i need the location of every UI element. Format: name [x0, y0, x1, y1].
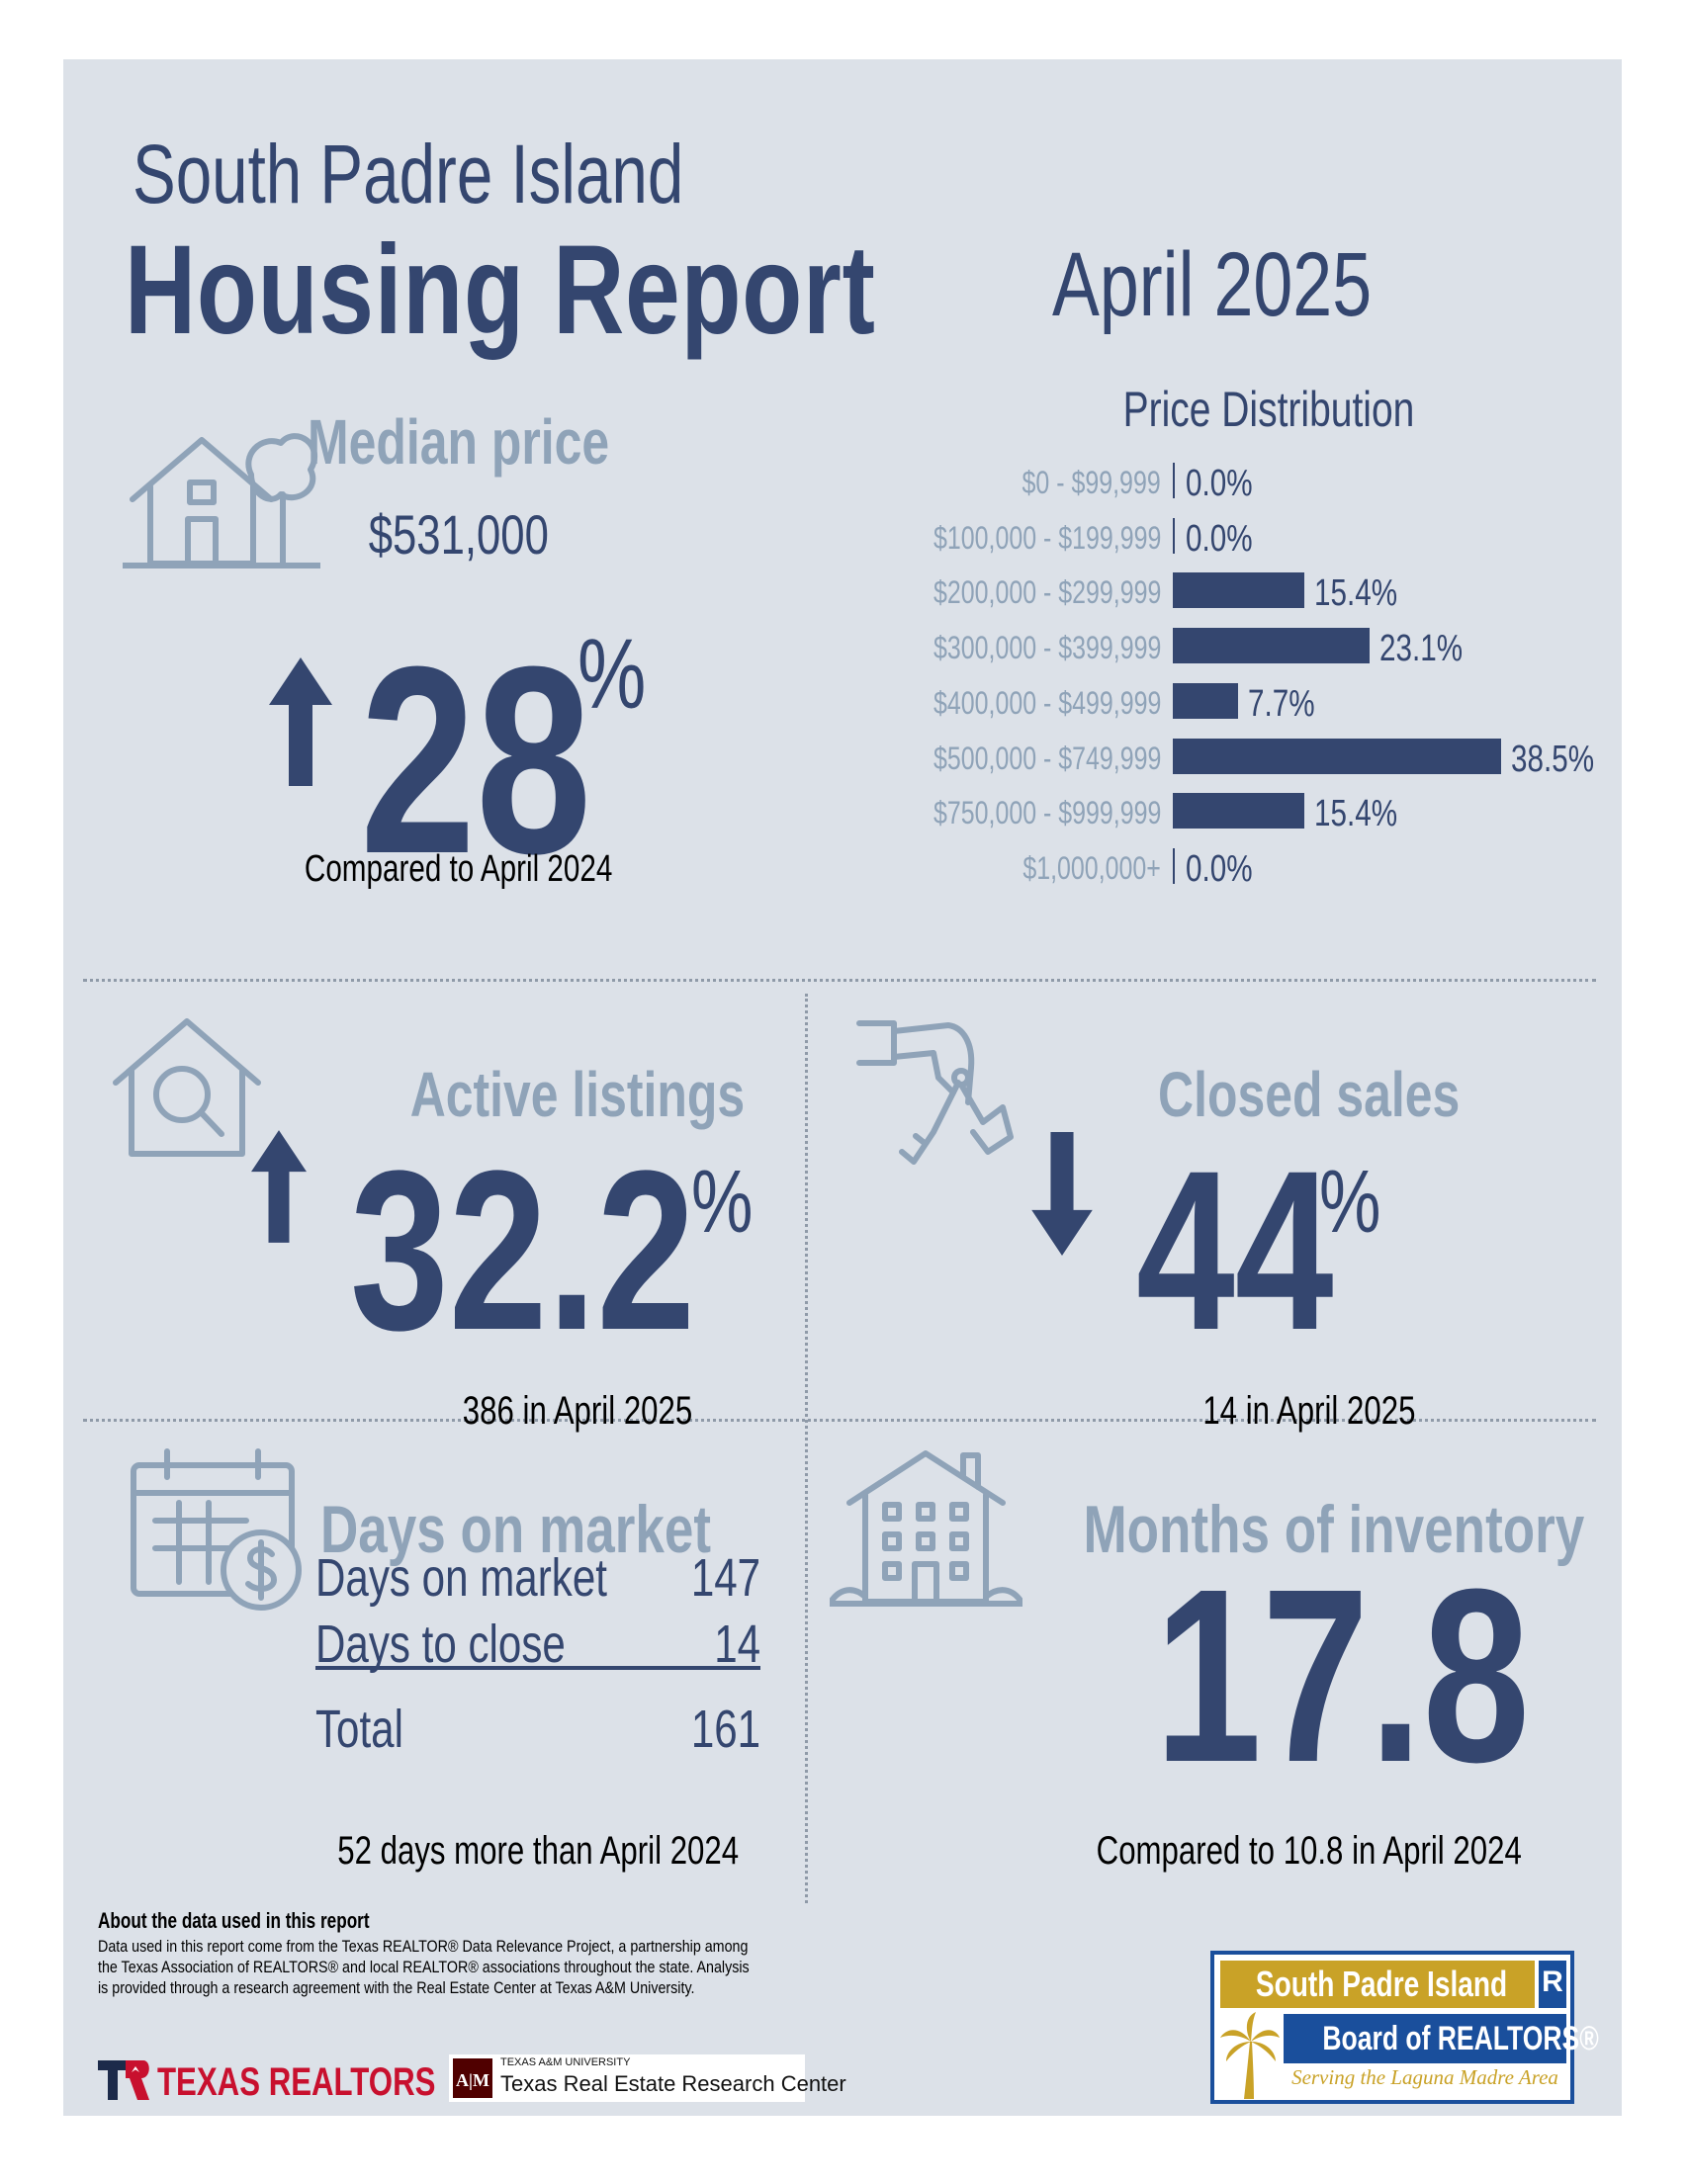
- divider-horizontal-top: [83, 979, 1596, 982]
- days-on-market-label: Days on market: [320, 1492, 712, 1567]
- price-distribution-value: 0.0%: [1186, 847, 1253, 890]
- tamu-mark-icon: A|M: [453, 2058, 492, 2098]
- price-range-label: $200,000 - $299,999: [933, 574, 1161, 611]
- months-inventory-label: Months of inventory: [1083, 1492, 1585, 1567]
- price-distribution-value: 15.4%: [1313, 572, 1397, 615]
- median-change-value: 28: [360, 612, 592, 910]
- closed-sales-detail: 14 in April 2025: [1202, 1389, 1416, 1433]
- price-distribution-bar: [1173, 572, 1304, 609]
- report-title: Housing Report: [125, 219, 876, 361]
- price-distribution-value: 0.0%: [1186, 517, 1253, 560]
- median-comparison: Compared to April 2024: [305, 848, 613, 890]
- days-to-close-row-value: 14: [714, 1615, 760, 1674]
- price-range-label: $400,000 - $499,999: [933, 684, 1161, 721]
- closed-sales-label: Closed sales: [1158, 1059, 1461, 1130]
- days-total-row: Total 161: [315, 1699, 810, 1768]
- price-distribution-bar: [1173, 463, 1175, 498]
- price-distribution-row: $1,000,000+ 0.0%: [815, 840, 1645, 896]
- report-month: April 2025: [1052, 234, 1373, 335]
- closed-sales-change-unit: %: [1319, 1153, 1381, 1252]
- board-of-realtors-logo: South Padre Island R Board of REALTORS® …: [1210, 1951, 1599, 2104]
- texas-realtors-name: TEXAS REALTORS: [157, 2060, 436, 2104]
- days-total-label: Total: [315, 1700, 403, 1759]
- hand-keys-icon: [856, 1020, 1014, 1165]
- price-distribution-bar: [1173, 738, 1502, 774]
- price-distribution-row: $750,000 - $999,999 15.4%: [815, 785, 1645, 840]
- price-distribution-value: 7.7%: [1248, 682, 1315, 725]
- price-distribution-bar: [1173, 517, 1175, 554]
- arrow-down-icon: [1031, 1132, 1093, 1256]
- price-range-label: $1,000,000+: [1022, 849, 1161, 886]
- texas-realtors-mark-icon: [98, 2060, 149, 2100]
- apartment-building-icon: [830, 1450, 1022, 1607]
- price-distribution-bar: [1173, 847, 1175, 884]
- days-total-value: 161: [690, 1700, 760, 1759]
- price-range-label: $100,000 - $199,999: [933, 519, 1161, 556]
- house-tree-icon: [123, 433, 320, 568]
- days-total-rule: [315, 1666, 760, 1670]
- price-distribution-value: 0.0%: [1186, 463, 1253, 504]
- report-location: South Padre Island: [133, 128, 684, 220]
- board-tagline: Serving the Laguna Madre Area: [1291, 2065, 1558, 2089]
- days-on-market-row-label: Days on market: [315, 1548, 607, 1608]
- price-distribution-value: 15.4%: [1313, 793, 1397, 835]
- price-distribution-bar: [1173, 628, 1371, 664]
- house-search-icon: [113, 1018, 261, 1157]
- median-change-unit: %: [577, 619, 647, 730]
- price-range-label: $500,000 - $749,999: [933, 740, 1161, 776]
- board-line2: Board of REALTORS®: [1322, 2020, 1599, 2057]
- months-inventory-comparison: Compared to 10.8 in April 2024: [1096, 1829, 1523, 1873]
- price-distribution-bar: [1173, 793, 1304, 830]
- tamu-logo: A|M TEXAS A&M UNIVERSITY Texas Real Esta…: [449, 2054, 846, 2102]
- about-title: About the data used in this report: [98, 1908, 370, 1933]
- board-line1: South Padre Island: [1255, 1964, 1508, 2004]
- active-listings-detail: 386 in April 2025: [462, 1389, 693, 1433]
- days-to-close-row: Days to close 14: [315, 1614, 810, 1683]
- divider-horizontal-middle: [83, 1419, 1596, 1422]
- price-distribution-row: $300,000 - $399,999 23.1%: [815, 620, 1645, 675]
- report-panel: South Padre Island Housing Report April …: [63, 59, 1622, 2116]
- palm-tree-icon: [1220, 2012, 1280, 2099]
- closed-sales-change: 44: [1136, 1123, 1334, 1377]
- days-on-market-row: Days on market 147: [315, 1547, 810, 1616]
- median-price-label: Median price: [308, 406, 610, 478]
- price-distribution-value: 23.1%: [1379, 628, 1464, 670]
- about-body: Data used in this report come from the T…: [98, 1936, 770, 1998]
- tamu-center-name: Texas Real Estate Research Center: [500, 2071, 846, 2096]
- price-distribution-row: $100,000 - $199,999 0.0%: [815, 510, 1645, 566]
- arrow-up-icon: [251, 1130, 307, 1243]
- svg-text:A|M: A|M: [456, 2070, 489, 2090]
- days-to-close-row-label: Days to close: [315, 1615, 566, 1674]
- median-price-value: $531,000: [368, 503, 550, 566]
- price-distribution-value: 38.5%: [1511, 738, 1595, 780]
- price-distribution-row: $400,000 - $499,999 7.7%: [815, 675, 1645, 731]
- price-distribution-bar: [1173, 682, 1239, 719]
- months-inventory-value: 17.8: [1154, 1537, 1531, 1813]
- active-listings-label: Active listings: [409, 1059, 746, 1130]
- about-body-text: Data used in this report come from the T…: [98, 1937, 750, 1997]
- arrow-up-icon: [269, 657, 332, 786]
- days-on-market-row-value: 147: [690, 1548, 760, 1608]
- price-distribution-row: $500,000 - $749,999 38.5%: [815, 731, 1645, 786]
- price-distribution-title: Price Distribution: [1122, 382, 1415, 437]
- active-listings-change: 32.2: [350, 1123, 696, 1377]
- price-distribution-row: $0 - $99,999 0.0%: [815, 455, 1645, 510]
- active-listings-change-unit: %: [691, 1153, 754, 1252]
- price-range-label: $750,000 - $999,999: [933, 795, 1161, 831]
- price-range-label: $300,000 - $399,999: [933, 630, 1161, 666]
- tamu-university-name: TEXAS A&M UNIVERSITY: [500, 2056, 631, 2068]
- days-on-market-comparison: 52 days more than April 2024: [337, 1829, 739, 1873]
- calendar-dollar-icon: [131, 1448, 302, 1611]
- price-distribution-row: $200,000 - $299,999 15.4%: [815, 565, 1645, 620]
- divider-vertical: [805, 994, 808, 1903]
- price-range-label: $0 - $99,999: [1022, 465, 1161, 500]
- realtor-r-icon: R: [1539, 1961, 1566, 2008]
